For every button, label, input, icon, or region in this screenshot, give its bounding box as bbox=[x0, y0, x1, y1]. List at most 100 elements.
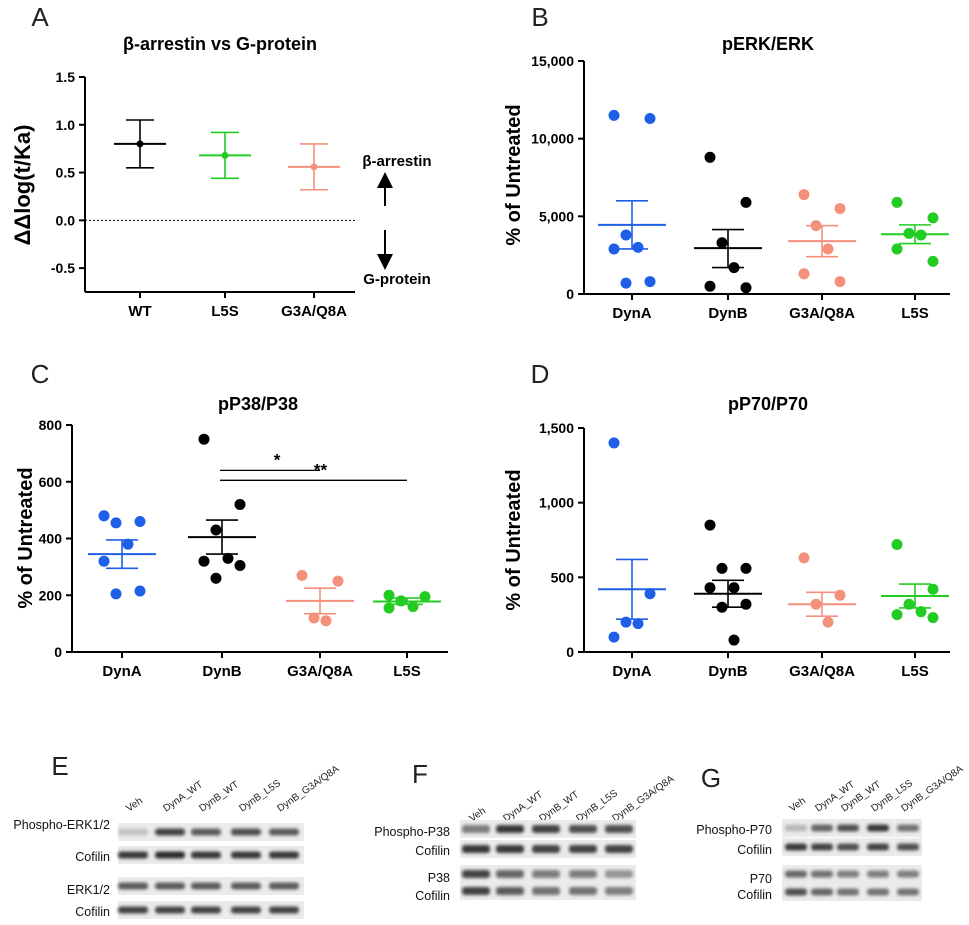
blot-band bbox=[155, 851, 185, 859]
annotation-top: β-arrestin bbox=[362, 153, 431, 170]
blot-band bbox=[462, 887, 490, 895]
blot-band bbox=[118, 906, 148, 914]
blot-band bbox=[231, 882, 261, 890]
blot-band bbox=[462, 845, 490, 853]
blot-row-label: P38 bbox=[428, 871, 450, 885]
lane-label: DynB_WT bbox=[537, 789, 581, 824]
series-G3A/Q8A bbox=[288, 143, 340, 191]
y-tick-label: 0.5 bbox=[56, 165, 76, 181]
data-point bbox=[834, 276, 846, 288]
blot-band bbox=[897, 843, 919, 851]
blot-band bbox=[118, 882, 148, 890]
data-point bbox=[332, 575, 344, 587]
data-point bbox=[234, 498, 246, 510]
panel-letter: G bbox=[701, 763, 721, 793]
blot-band bbox=[155, 828, 185, 836]
data-point bbox=[810, 598, 822, 610]
blot-band bbox=[462, 870, 490, 878]
blot-band bbox=[605, 845, 633, 853]
data-point bbox=[608, 631, 620, 643]
data-point bbox=[632, 241, 644, 253]
data-point bbox=[234, 559, 246, 571]
y-tick-label: 600 bbox=[39, 474, 63, 490]
blot-band bbox=[785, 843, 807, 851]
data-point bbox=[927, 612, 939, 624]
x-tick-label: L5S bbox=[901, 663, 929, 680]
annotation-bottom: G-protein bbox=[363, 271, 431, 288]
data-point bbox=[740, 282, 752, 294]
chart-panel-A: Aβ-arrestin vs G-protein ΔΔlog(t/Ka) -0.5 0… bbox=[10, 2, 432, 320]
data-point bbox=[210, 572, 222, 584]
lane-label: DynA_WT bbox=[161, 779, 205, 814]
y-axis-label: ΔΔlog(t/Ka) bbox=[10, 125, 35, 246]
blot-band bbox=[605, 870, 633, 878]
y-tick-label: 200 bbox=[39, 587, 63, 603]
blot-row-label: Cofilin bbox=[737, 888, 772, 902]
blot-band bbox=[811, 888, 833, 896]
x-tick-label: G3A/Q8A bbox=[281, 303, 347, 320]
blot-band bbox=[785, 888, 807, 896]
data-point bbox=[134, 515, 146, 527]
blot-band bbox=[897, 870, 919, 878]
x-tick-label: G3A/Q8A bbox=[287, 663, 353, 680]
chart-title: pP38/P38 bbox=[218, 394, 298, 414]
data-point bbox=[927, 583, 939, 595]
data-point bbox=[822, 243, 834, 255]
data-point bbox=[608, 243, 620, 255]
blot-row-label: Phospho-P70 bbox=[696, 823, 772, 837]
blot-band bbox=[155, 906, 185, 914]
data-point bbox=[728, 582, 740, 594]
blot-band bbox=[269, 906, 299, 914]
mean-point bbox=[310, 163, 318, 171]
data-point bbox=[927, 255, 939, 267]
significance-label: * bbox=[274, 450, 281, 469]
y-tick-label: 1,000 bbox=[539, 495, 574, 511]
x-tick-label: DynB bbox=[708, 305, 747, 322]
data-point bbox=[834, 589, 846, 601]
data-point bbox=[98, 555, 110, 567]
series-L5S bbox=[881, 196, 949, 267]
blot-band bbox=[496, 887, 524, 895]
blot-band bbox=[605, 887, 633, 895]
data-point bbox=[620, 277, 632, 289]
blot-row-label: Cofilin bbox=[415, 844, 450, 858]
data-point bbox=[110, 588, 122, 600]
blot-row-label: Cofilin bbox=[737, 843, 772, 857]
lane-label: Veh bbox=[124, 796, 144, 815]
series-L5S bbox=[373, 589, 441, 614]
mean-point bbox=[136, 140, 144, 148]
blot-band bbox=[496, 825, 524, 833]
x-tick-label: G3A/Q8A bbox=[789, 663, 855, 680]
blot-band bbox=[837, 843, 859, 851]
x-tick-label: L5S bbox=[393, 663, 421, 680]
data-point bbox=[716, 237, 728, 249]
x-tick-label: DynA bbox=[612, 663, 651, 680]
blot-band bbox=[811, 824, 833, 832]
data-point bbox=[644, 276, 656, 288]
data-point bbox=[704, 151, 716, 163]
data-point bbox=[608, 437, 620, 449]
blot-band bbox=[867, 843, 889, 851]
data-point bbox=[632, 618, 644, 630]
blot-band bbox=[269, 882, 299, 890]
y-axis-label: % of Untreated bbox=[503, 469, 525, 610]
blot-band bbox=[837, 888, 859, 896]
data-point bbox=[110, 517, 122, 529]
chart-title: β-arrestin vs G-protein bbox=[123, 34, 317, 54]
blot-band bbox=[867, 870, 889, 878]
data-point bbox=[903, 227, 915, 239]
blot-row-label: Phospho-ERK1/2 bbox=[13, 818, 110, 832]
blot-band bbox=[269, 851, 299, 859]
data-point bbox=[891, 538, 903, 550]
panel-letter: E bbox=[51, 751, 68, 781]
data-point bbox=[383, 589, 395, 601]
blot-band bbox=[569, 887, 597, 895]
y-tick-label: 0 bbox=[566, 644, 574, 660]
blot-band bbox=[897, 888, 919, 896]
blot-row-label: Phospho-P38 bbox=[374, 825, 450, 839]
blot-band bbox=[231, 851, 261, 859]
